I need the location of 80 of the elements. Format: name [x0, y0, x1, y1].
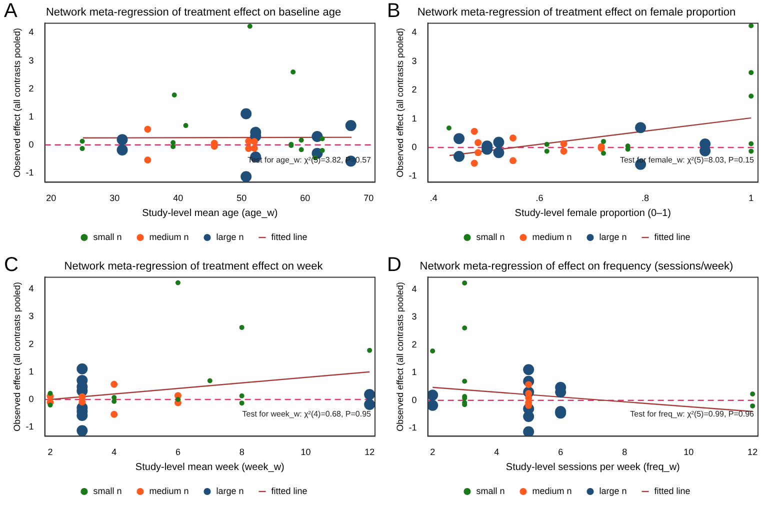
- annotation: Test for freq_w: χ²(5)=0.99, P=0.96: [630, 409, 755, 418]
- y-tick-label: 4: [412, 284, 417, 294]
- y-tick-label: -1: [408, 170, 417, 181]
- y-tick-label: 0: [412, 394, 417, 405]
- legend-label: fitted line: [654, 486, 690, 496]
- x-tick-label: 1: [748, 193, 754, 204]
- y-axis-title: Observed effect (all contrasts pooled): [394, 28, 405, 178]
- legend-label: small n: [476, 232, 505, 242]
- x-tick-label: 8: [239, 447, 244, 458]
- chart-title: Network meta-regression of treatment effect on baseline age: [46, 6, 342, 19]
- legend-label: fitted line: [654, 232, 690, 242]
- x-axis-title: Study-level mean week (week_w): [135, 462, 284, 473]
- x-tick-label: 6: [558, 447, 564, 458]
- x-tick-label: 2: [430, 447, 436, 458]
- y-tick-label: 1: [28, 111, 34, 122]
- y-tick-label: 1: [28, 366, 34, 376]
- y-tick-label: 2: [28, 338, 34, 349]
- text: B: [387, 0, 400, 23]
- y-axis-title: Observed effect (all contrasts pooled): [394, 282, 405, 432]
- x-tick-label: 6: [175, 447, 180, 458]
- y-tick-label: 0: [412, 142, 417, 152]
- y-tick-label: 3: [28, 55, 34, 66]
- legend-label: small n: [93, 232, 122, 242]
- x-tick-label: .6: [536, 193, 544, 204]
- y-tick-label: 4: [28, 284, 34, 294]
- x-tick-label: .8: [642, 193, 650, 204]
- x-tick-label: 10: [300, 447, 311, 458]
- x-tick-label: 4: [494, 447, 500, 458]
- y-tick-label: -1: [26, 422, 34, 432]
- y-tick-label: 1: [412, 367, 417, 378]
- x-axis-title: Study-level female proportion (0–1): [514, 208, 672, 219]
- x-tick-label: 10: [684, 447, 694, 458]
- legend-label: medium n: [149, 486, 189, 496]
- y-axis-title: Observed effect (all contrasts pooled): [12, 28, 22, 178]
- legend-label: large n: [216, 232, 244, 242]
- x-tick-label: 12: [364, 447, 375, 458]
- y-tick-label: 4: [28, 27, 34, 38]
- legend-label: large n: [599, 486, 627, 496]
- text: D: [387, 254, 402, 277]
- y-tick-label: 2: [28, 83, 34, 94]
- x-tick-label: 70: [364, 193, 374, 204]
- legend-label: small n: [93, 486, 122, 496]
- legend-label: fitted line: [271, 486, 308, 496]
- y-axis-title: Observed effect (all contrasts pooled): [12, 282, 22, 432]
- x-tick-label: 4: [112, 447, 117, 458]
- x-tick-label: 8: [622, 447, 628, 458]
- chart-title: Network meta-regression of treatment effect on week: [64, 260, 324, 273]
- chart-title: Network meta-regression of effect on frequency (sessions/week): [420, 260, 734, 273]
- text: A: [4, 0, 18, 23]
- x-tick-label: 2: [48, 447, 53, 458]
- legend-label: large n: [216, 486, 244, 496]
- legend-label: small n: [476, 486, 505, 496]
- x-tick-label: 30: [110, 193, 120, 204]
- chart-title: Network meta-regression of treatment effect on female proportion: [417, 6, 736, 19]
- text: C: [4, 254, 18, 277]
- y-tick-label: 0: [28, 394, 34, 404]
- y-tick-label: -1: [408, 422, 417, 433]
- y-tick-label: 3: [28, 311, 34, 322]
- y-tick-label: 0: [28, 139, 34, 150]
- x-tick-label: 20: [46, 193, 56, 204]
- y-tick-label: 2: [412, 84, 417, 95]
- legend-label: medium n: [532, 232, 572, 242]
- legend-label: medium n: [149, 232, 189, 242]
- y-tick-label: -1: [26, 167, 34, 178]
- annotation: Test for week_w: χ²(4)=0.68, P=0.95: [242, 409, 372, 418]
- x-tick-label: 12: [748, 447, 758, 458]
- x-tick-label: 50: [236, 193, 247, 204]
- legend-label: fitted line: [271, 232, 308, 242]
- y-tick-label: 2: [412, 339, 417, 350]
- x-tick-label: 60: [300, 193, 310, 204]
- y-tick-label: 4: [412, 27, 417, 38]
- x-axis-title: Study-level sessions per week (freq_w): [506, 462, 680, 473]
- x-tick-label: 40: [173, 193, 184, 204]
- y-tick-label: 3: [412, 312, 417, 322]
- legend-label: medium n: [532, 486, 572, 496]
- y-tick-label: 1: [412, 113, 417, 124]
- x-tick-label: .4: [430, 193, 438, 204]
- x-axis-title: Study-level mean age (age_w): [142, 208, 278, 219]
- y-tick-label: 3: [412, 56, 417, 66]
- legend-label: large n: [599, 232, 627, 242]
